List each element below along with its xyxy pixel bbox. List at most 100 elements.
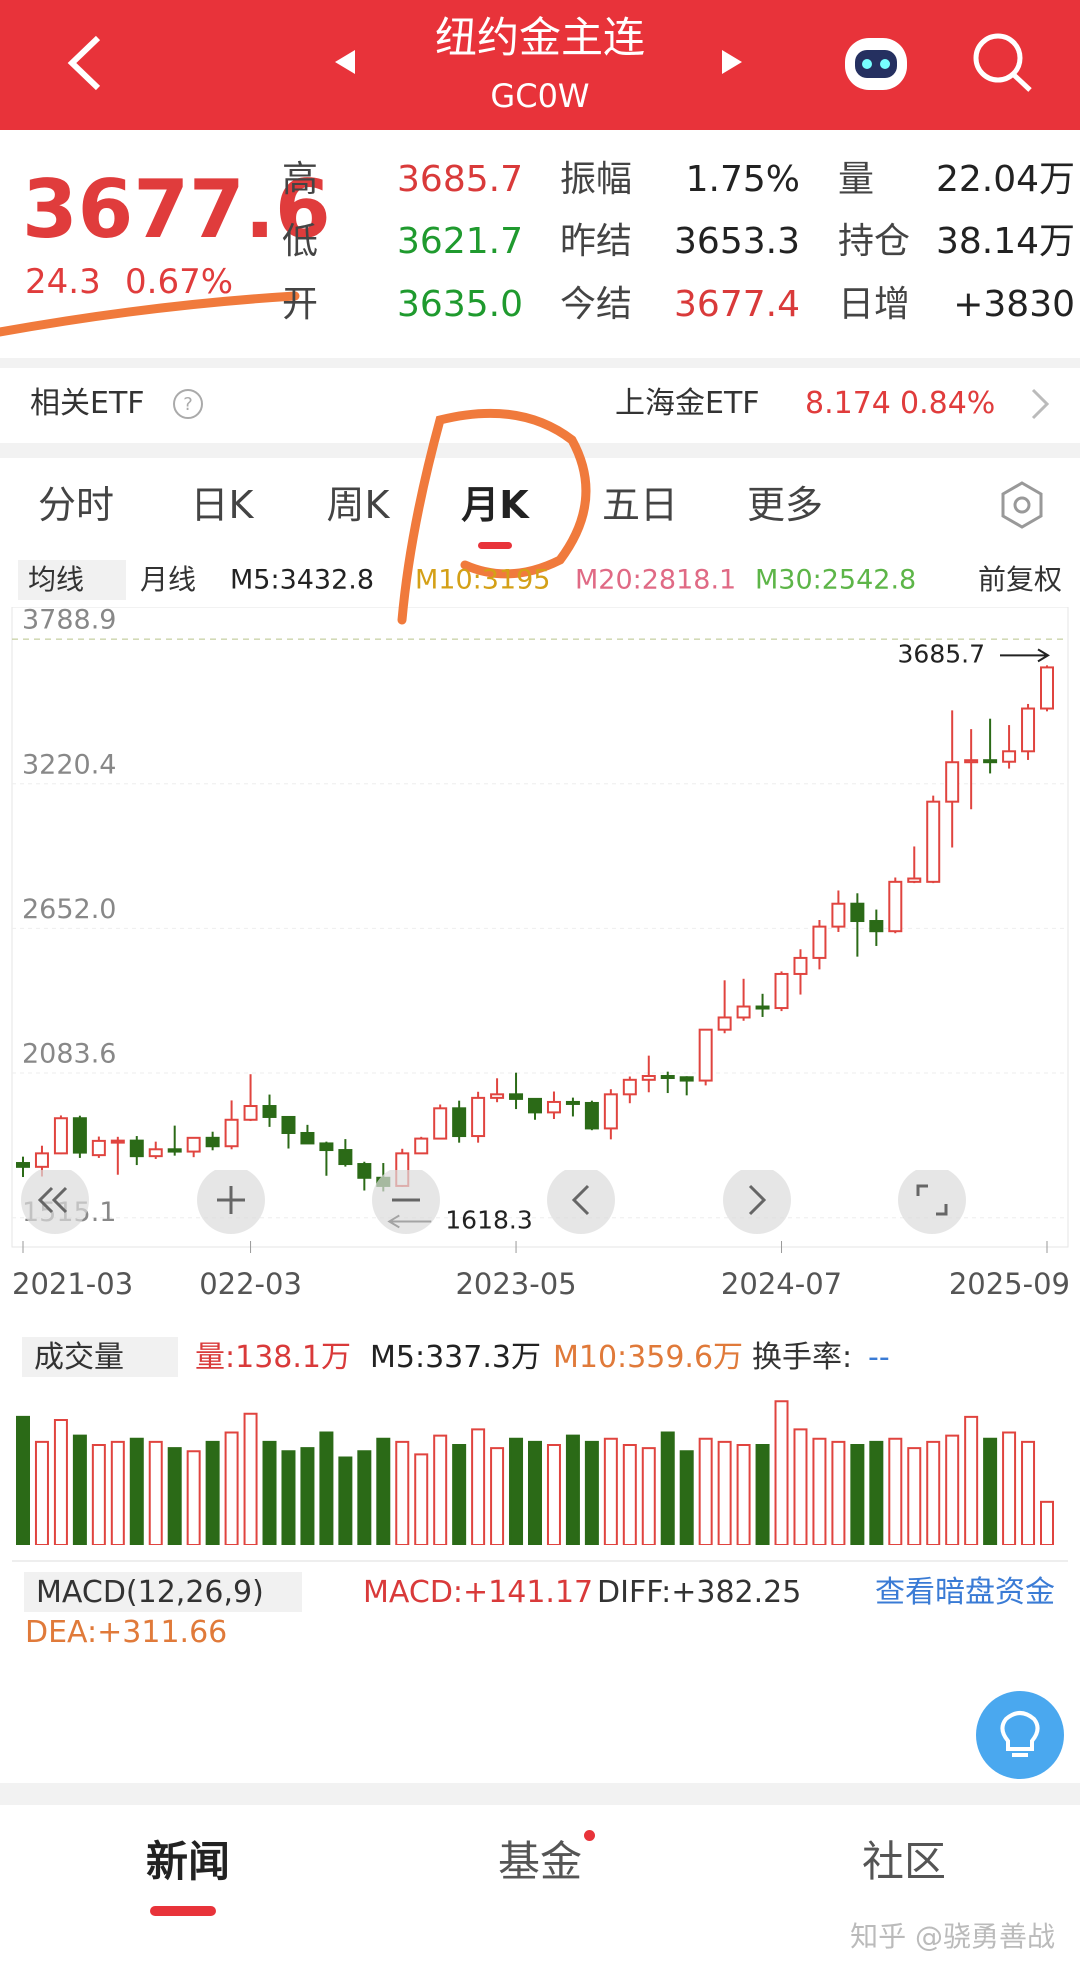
candle-body — [243, 1105, 258, 1121]
stat-label: 开 — [282, 284, 319, 325]
stat-label: 振幅 — [560, 159, 633, 200]
ma-item: M10:3195 — [415, 564, 551, 596]
tips-button[interactable] — [970, 1685, 1070, 1785]
candle-body — [565, 1100, 580, 1105]
candle-body — [53, 1117, 68, 1155]
stat-label: 昨结 — [560, 221, 633, 262]
volume-bar — [1002, 1431, 1017, 1545]
candle-body — [300, 1131, 315, 1145]
period-tab[interactable]: 分时 — [37, 483, 115, 527]
candle-body — [91, 1139, 106, 1157]
prev-contract[interactable] — [335, 50, 355, 74]
chevron[interactable] — [1025, 384, 1055, 424]
volume-bar — [528, 1440, 542, 1545]
next-contract[interactable] — [722, 50, 742, 74]
candle-body — [452, 1107, 467, 1138]
vol-item: 量:138.1万 — [195, 1340, 351, 1375]
volume-bar — [945, 1434, 960, 1545]
candle-body — [433, 1107, 448, 1140]
svg-text:?: ? — [183, 394, 193, 415]
fullscreen[interactable] — [898, 1170, 966, 1234]
etf-name[interactable]: 上海金ETF — [615, 386, 760, 421]
candle-body — [755, 1005, 770, 1010]
y-tick-label: 3220.4 — [22, 749, 116, 780]
divider — [0, 358, 1080, 368]
pan-right[interactable] — [723, 1170, 791, 1234]
volume-bar — [167, 1447, 182, 1545]
candle-body — [471, 1096, 486, 1138]
bottom-tab[interactable]: 基金 — [497, 1837, 583, 1886]
candle-body — [945, 761, 960, 803]
volume-bar — [129, 1437, 144, 1545]
stat-label: 低 — [282, 221, 319, 262]
candle-body — [1040, 666, 1054, 710]
period-tab[interactable]: 周K — [326, 483, 390, 527]
candle-body — [338, 1149, 353, 1166]
candle-body — [16, 1162, 30, 1168]
candle-body — [414, 1137, 429, 1155]
volume-bar — [224, 1431, 239, 1545]
candle-body — [584, 1101, 599, 1130]
stat-value: 1.75% — [685, 159, 800, 200]
volume-bar — [964, 1415, 979, 1545]
candle-body — [129, 1139, 144, 1158]
assistant-icon[interactable] — [845, 38, 907, 90]
max-label: 3685.7 — [898, 639, 985, 668]
candle-body — [831, 902, 846, 928]
period-tab[interactable]: 五日 — [601, 483, 679, 527]
volume-bar — [641, 1447, 656, 1545]
candle-body — [926, 800, 941, 883]
pan-left[interactable] — [547, 1170, 615, 1234]
period-tab[interactable]: 日K — [190, 483, 254, 527]
volume-bar — [698, 1437, 713, 1545]
volume-bar — [395, 1440, 410, 1545]
volume-bar — [926, 1440, 941, 1545]
help-icon[interactable]: ? — [168, 384, 208, 424]
volume-bar — [983, 1437, 998, 1545]
macd-mode-box[interactable] — [24, 1572, 302, 1612]
volume-bar — [509, 1437, 524, 1545]
candle-body — [641, 1074, 656, 1081]
vol-mode[interactable]: 成交量 — [34, 1340, 124, 1375]
period-tab[interactable]: 更多 — [746, 483, 824, 527]
candle-body — [774, 972, 789, 1010]
change-pct: 0.67% — [125, 262, 234, 302]
volume-bar — [16, 1415, 30, 1545]
bottom-tab[interactable]: 新闻 — [145, 1837, 231, 1886]
volume-bar — [262, 1440, 277, 1545]
bottom-underline — [150, 1906, 216, 1916]
kline-chart: 3788.93220.42652.02083.61515.12021-03022… — [11, 607, 1070, 1297]
bottom-tab[interactable]: 社区 — [861, 1837, 947, 1886]
period-tab[interactable]: 月K — [461, 483, 529, 527]
dark-pool-link[interactable]: 查看暗盘资金 — [875, 1575, 1055, 1610]
etf-label: 相关ETF — [30, 386, 145, 421]
chart-controls — [21, 1170, 966, 1234]
stat-value: 3653.3 — [674, 221, 800, 262]
watermark: 知乎 @骁勇善战 — [850, 1920, 1055, 1953]
volume-bar — [755, 1444, 770, 1545]
volume-bar — [869, 1440, 884, 1545]
zoom-out[interactable] — [372, 1170, 440, 1234]
ma-period: 月线 — [140, 563, 197, 596]
settings-icon[interactable] — [992, 475, 1052, 535]
volume-bar — [319, 1431, 334, 1545]
back-button[interactable] — [67, 35, 101, 91]
stat-value: +3830 — [953, 284, 1075, 325]
candle-body — [490, 1093, 505, 1099]
volume-bar — [812, 1437, 827, 1545]
candle-body — [888, 880, 903, 933]
volume-bar — [546, 1444, 561, 1545]
candle-body — [281, 1115, 296, 1134]
ma-mode[interactable]: 均线 — [28, 563, 85, 596]
vol-mode-box[interactable] — [22, 1337, 178, 1377]
volume-bar — [831, 1440, 846, 1545]
candle-body — [148, 1148, 163, 1158]
adjust[interactable]: 前复权 — [977, 563, 1062, 596]
volume-bar — [376, 1437, 391, 1545]
volume-bar — [907, 1447, 922, 1545]
candle-body — [205, 1136, 220, 1148]
y-tick-label: 2083.6 — [22, 1039, 116, 1070]
ma-mode-box[interactable] — [18, 560, 126, 600]
macd-mode[interactable]: MACD(12,26,9) — [36, 1575, 264, 1610]
search-icon[interactable] — [973, 33, 1032, 92]
